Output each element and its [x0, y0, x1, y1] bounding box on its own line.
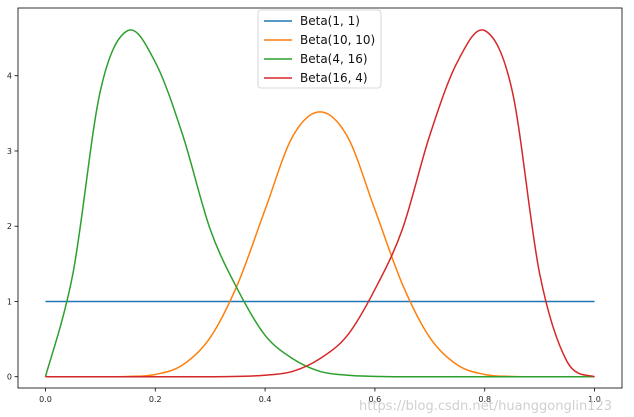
- series-line-3: [45, 29, 595, 378]
- legend-label-2: Beta(4, 16): [300, 52, 368, 66]
- y-tick-label-2: 2: [7, 222, 12, 231]
- y-tick-label-1: 1: [7, 297, 12, 306]
- x-tick-label-3: 0.6: [369, 395, 382, 404]
- x-tick-label-5: 1.0: [588, 395, 601, 404]
- legend-label-3: Beta(16, 4): [300, 71, 368, 85]
- x-tick-label-1: 0.2: [149, 395, 162, 404]
- y-tick-label-3: 3: [7, 147, 12, 156]
- x-axis: 0.0 0.2 0.4 0.6 0.8 1.0: [39, 388, 601, 404]
- x-tick-label-4: 0.8: [478, 395, 491, 404]
- y-tick-label-0: 0: [7, 373, 12, 382]
- series-line-2: [44, 29, 595, 378]
- legend-label-1: Beta(10, 10): [300, 33, 375, 47]
- y-tick-label-4: 4: [7, 72, 12, 81]
- y-axis: 0 1 2 3 4: [7, 72, 18, 382]
- legend: Beta(1, 1) Beta(10, 10) Beta(4, 16) Beta(16…: [257, 9, 382, 89]
- legend-box: [257, 9, 382, 89]
- legend-label-0: Beta(1, 1): [300, 14, 360, 28]
- series-lines: [44, 29, 595, 378]
- x-tick-label-2: 0.4: [259, 395, 272, 404]
- watermark: https://blog.csdn.net/huanggonglin123: [359, 399, 612, 414]
- x-tick-label-0: 0.0: [39, 395, 52, 404]
